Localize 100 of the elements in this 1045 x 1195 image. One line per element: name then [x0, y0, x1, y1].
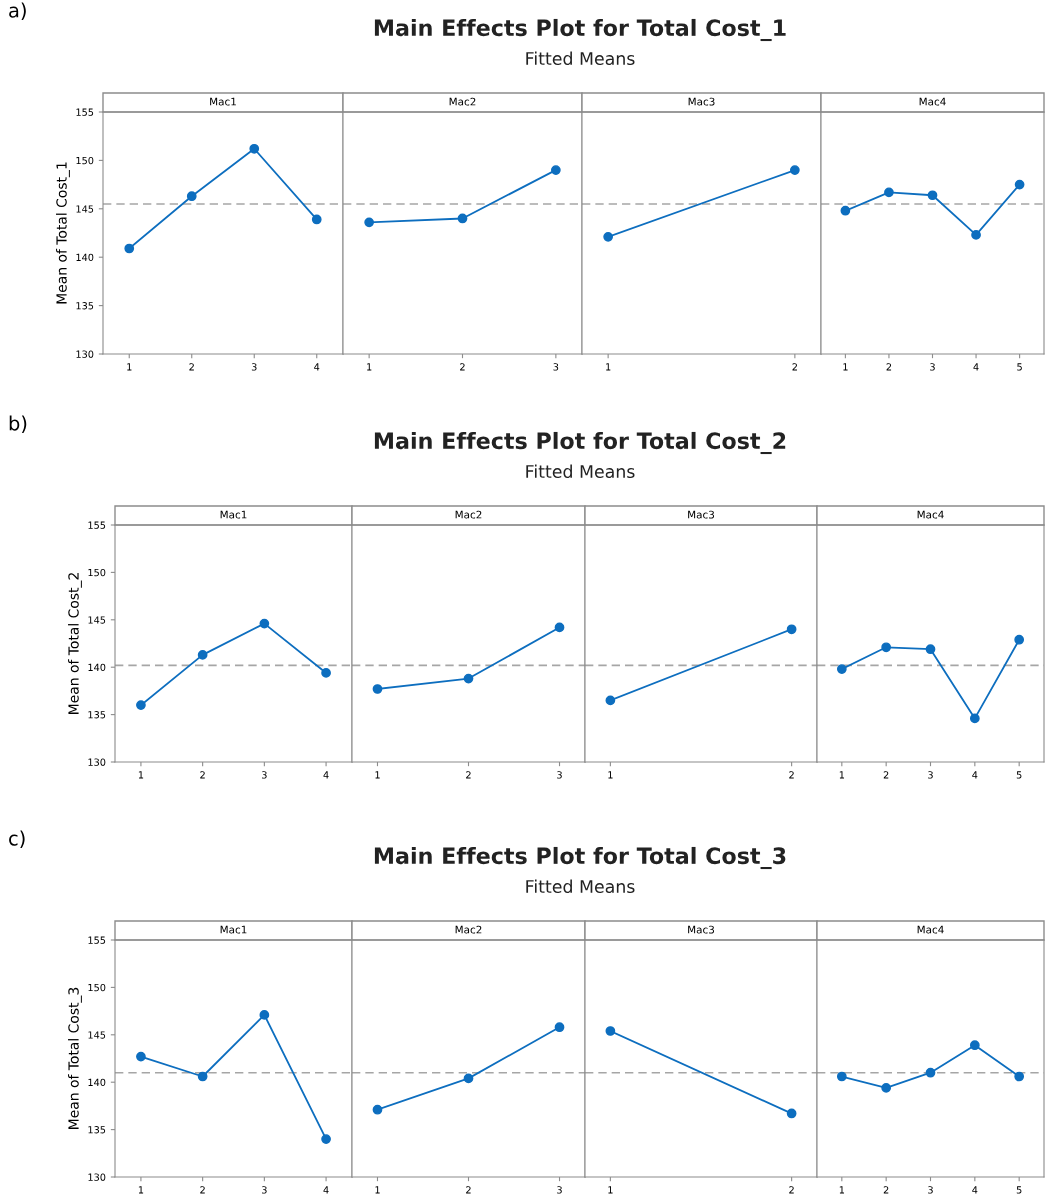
point	[881, 1083, 892, 1093]
point	[1014, 1071, 1025, 1082]
y-tick-label: 140	[88, 1078, 106, 1087]
point	[124, 243, 135, 254]
point	[925, 644, 936, 655]
y-tick-label: 145	[88, 616, 106, 624]
x-tick-label: 4	[323, 771, 329, 779]
x-tick-label: 1	[127, 363, 132, 371]
x-tick-label: 1	[839, 771, 845, 779]
point	[881, 642, 892, 653]
x-tick-label: 3	[557, 771, 562, 779]
y-tick-label: 150	[88, 568, 106, 577]
text: Main Effects Plot for Total Cost_3	[374, 846, 786, 870]
chart-title: Mac2	[455, 510, 482, 519]
chart-title: Mac1	[220, 510, 247, 519]
point	[925, 1067, 936, 1078]
x-tick-label: 3	[251, 363, 257, 371]
y-axis-title: Mean of Total Cost_1	[56, 162, 70, 304]
point	[971, 230, 981, 240]
text: a)	[9, 2, 26, 20]
x-tick-label: 2	[466, 771, 471, 779]
chart-title: Mac4	[919, 97, 946, 106]
y-tick-label: 155	[88, 521, 106, 529]
chart-title: Mac3	[688, 510, 715, 519]
y-tick-label: 135	[88, 1126, 106, 1134]
x-tick-label: 3	[928, 1186, 933, 1194]
x-tick-label: 1	[138, 771, 144, 779]
x-tick-label: 2	[189, 363, 194, 371]
x-tick-label: 2	[466, 1186, 471, 1194]
chart-title: Mac4	[917, 510, 944, 519]
x-tick-label: 2	[883, 771, 889, 779]
x-tick-label: 2	[200, 1186, 205, 1194]
x-tick-label: 1	[843, 363, 848, 371]
y-tick-label: 145	[88, 1031, 106, 1039]
x-tick-label: 3	[262, 771, 267, 779]
x-tick-label: 4	[972, 1186, 978, 1194]
point	[259, 618, 270, 629]
y-tick-label: 145	[76, 205, 94, 213]
y-tick-label: 135	[76, 302, 94, 310]
point	[197, 1071, 208, 1082]
x-tick-label: 2	[789, 771, 794, 779]
x-tick-label: 1	[375, 1186, 380, 1194]
x-tick-label: 2	[886, 363, 892, 371]
x-tick-label: 2	[792, 363, 797, 371]
chart-title: Mac2	[455, 925, 482, 934]
point	[136, 1051, 146, 1062]
y-axis-title: Mean of Total Cost_3	[68, 987, 82, 1129]
point	[836, 1071, 847, 1082]
point	[969, 713, 980, 724]
y-tick-label: 130	[76, 350, 94, 358]
y-tick-label: 130	[88, 758, 106, 766]
y-tick-label: 150	[88, 983, 106, 992]
y-tick-label: 150	[76, 156, 94, 165]
point	[186, 191, 197, 202]
text: Fitted Means	[526, 879, 635, 894]
x-tick-label: 1	[375, 771, 380, 779]
point	[927, 190, 938, 201]
x-tick-label: 1	[608, 1186, 613, 1194]
x-tick-label: 3	[553, 363, 559, 371]
x-tick-label: 4	[973, 363, 979, 371]
chart-title: Mac3	[688, 97, 715, 106]
point	[969, 1040, 980, 1051]
x-tick-label: 5	[1016, 771, 1022, 779]
x-tick-label: 4	[972, 771, 978, 779]
x-tick-label: 2	[200, 771, 205, 779]
x-tick-label: 1	[839, 1186, 845, 1194]
point	[311, 214, 322, 225]
chart-title: Mac2	[449, 97, 476, 106]
x-tick-label: 5	[1017, 363, 1022, 371]
y-axis-title: Mean of Total Cost_2	[68, 573, 82, 714]
x-tick-label: 1	[138, 1186, 144, 1194]
chart-title: Mac3	[688, 925, 715, 934]
y-tick-label: 140	[88, 663, 106, 672]
text: Fitted Means	[526, 51, 635, 66]
text: c)	[9, 830, 25, 848]
x-tick-label: 4	[314, 363, 320, 371]
point	[1014, 179, 1025, 190]
chart-title: Mac1	[210, 97, 236, 106]
text: Fitted Means	[526, 464, 635, 479]
x-tick-label: 5	[1016, 1186, 1022, 1194]
x-tick-label: 1	[606, 363, 611, 371]
x-tick-label: 4	[323, 1186, 329, 1194]
point	[249, 143, 260, 154]
text: Main Effects Plot for Total Cost_1	[374, 18, 786, 42]
point	[321, 1134, 331, 1144]
x-tick-label: 2	[460, 363, 465, 371]
x-tick-label: 3	[928, 771, 933, 779]
y-tick-label: 140	[76, 253, 94, 262]
x-tick-label: 3	[262, 1186, 267, 1194]
text: Main Effects Plot for Total Cost_2	[374, 431, 786, 455]
point	[840, 205, 851, 216]
text: b)	[9, 415, 27, 433]
chart-title: Mac4	[917, 925, 944, 934]
point	[136, 700, 146, 710]
point	[259, 1010, 270, 1020]
y-tick-label: 130	[88, 1173, 106, 1181]
x-tick-label: 2	[883, 1186, 889, 1194]
x-tick-label: 3	[930, 363, 935, 371]
point	[1014, 634, 1025, 645]
point	[197, 650, 208, 660]
